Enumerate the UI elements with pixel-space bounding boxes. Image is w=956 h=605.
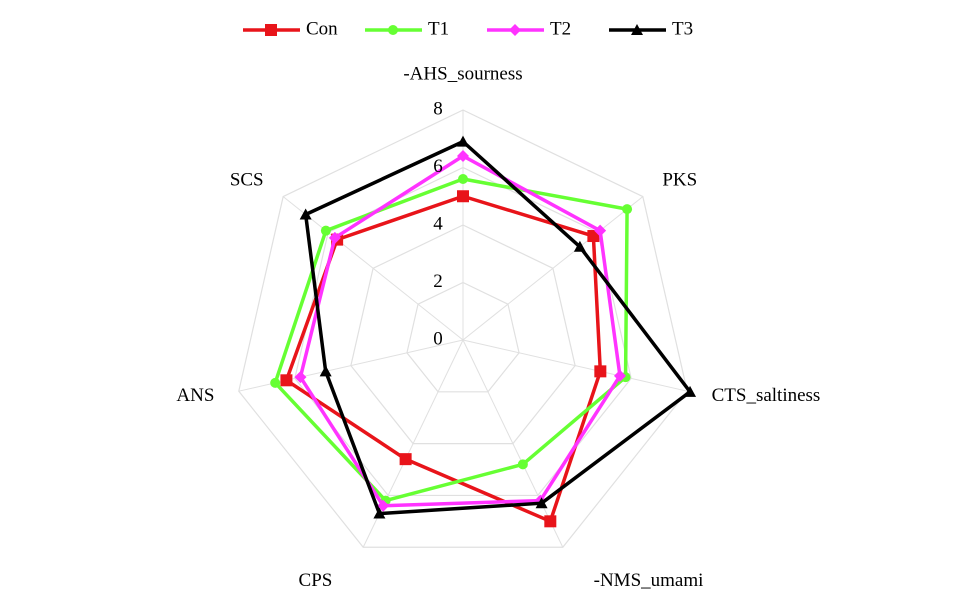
spoke xyxy=(462,339,564,548)
category-label: -NMS_umami xyxy=(594,570,704,591)
series-line xyxy=(303,139,692,516)
marker xyxy=(457,135,469,147)
marker xyxy=(280,374,293,387)
marker xyxy=(373,507,386,519)
marker xyxy=(270,377,281,388)
marker xyxy=(294,371,307,384)
spoke xyxy=(462,339,688,392)
labels: 0 2 4 6 8 -AHS_sourness PKS CTS_saltiness -NMS_u… xyxy=(176,63,820,591)
marker xyxy=(509,24,521,36)
series xyxy=(270,135,697,528)
marker xyxy=(613,369,626,382)
spoke xyxy=(282,196,464,341)
marker xyxy=(594,365,607,378)
series-line xyxy=(273,177,629,503)
marker xyxy=(299,208,312,220)
marker xyxy=(458,174,468,184)
marker xyxy=(535,497,548,509)
spoke xyxy=(462,196,644,341)
marker xyxy=(594,224,607,237)
category-label: ANS xyxy=(176,385,214,406)
marker xyxy=(319,365,332,377)
legend-label: T1 xyxy=(428,18,449,39)
category-label: SCS xyxy=(230,169,264,190)
legend-label: Con xyxy=(306,18,338,39)
grid-ring xyxy=(238,109,688,548)
series-line xyxy=(298,154,622,508)
grid-ring xyxy=(350,224,576,445)
category-label: CTS_saltiness xyxy=(712,385,821,406)
marker xyxy=(320,225,331,236)
category-label: -AHS_sourness xyxy=(403,63,522,84)
marker xyxy=(388,25,398,35)
marker xyxy=(573,240,586,252)
marker xyxy=(631,24,643,35)
marker xyxy=(457,150,469,162)
category-label: CPS xyxy=(299,570,333,591)
category-label: PKS xyxy=(662,169,697,190)
legend-label: T3 xyxy=(672,18,693,39)
marker xyxy=(377,499,390,512)
r-tick-label: 2 xyxy=(433,271,443,292)
marker xyxy=(544,515,557,528)
legend: Con T1 T2 T3 xyxy=(243,18,693,39)
r-tick-label: 6 xyxy=(433,156,443,177)
legend-label: T2 xyxy=(550,18,571,39)
marker xyxy=(622,204,633,215)
grid-ring xyxy=(406,281,520,393)
r-tick-label: 4 xyxy=(433,213,443,234)
marker xyxy=(328,231,341,244)
r-tick-label: 8 xyxy=(433,98,443,119)
marker xyxy=(517,459,528,470)
r-tick-label: 0 xyxy=(433,328,443,349)
marker xyxy=(684,385,697,397)
marker xyxy=(457,190,469,203)
marker xyxy=(587,230,600,243)
marker xyxy=(265,24,277,36)
marker xyxy=(399,453,412,466)
